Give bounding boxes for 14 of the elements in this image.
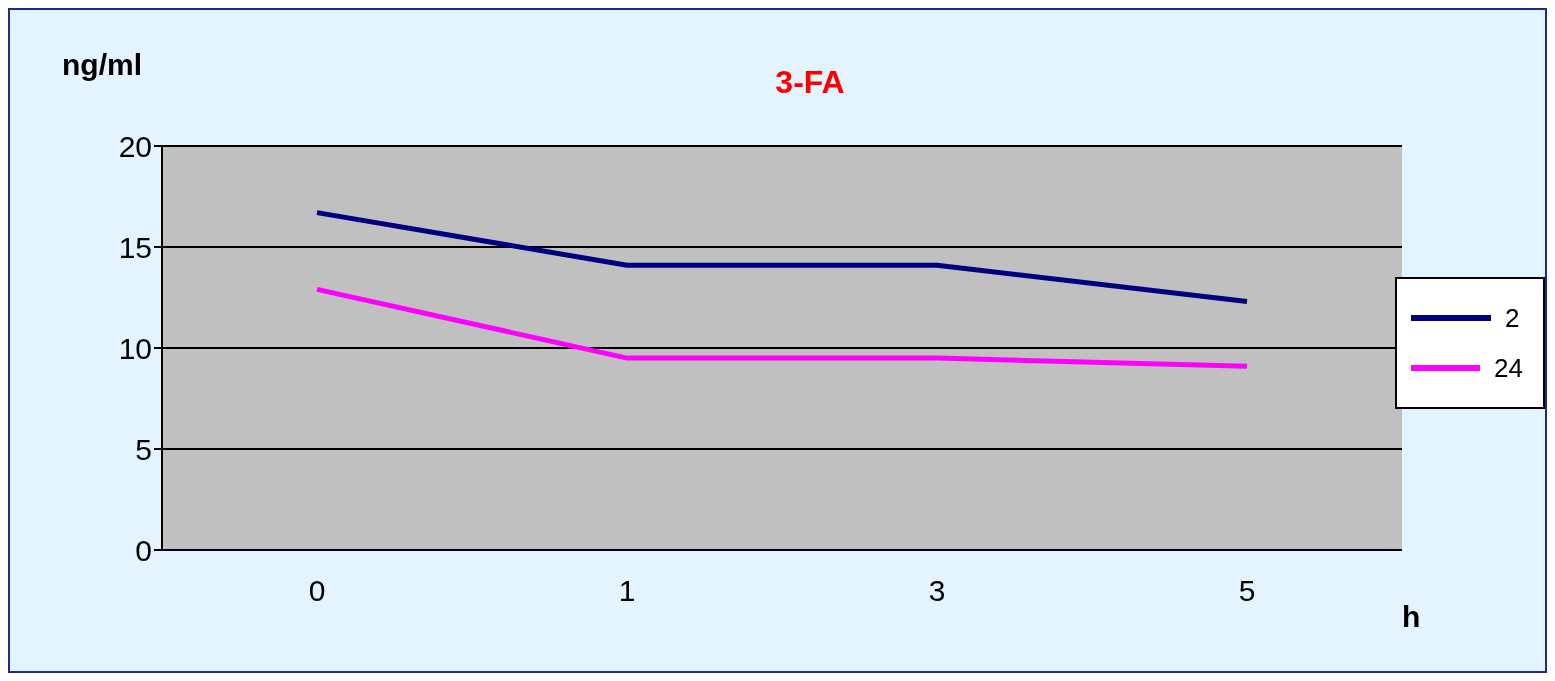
x-tick-label: 0	[308, 574, 326, 608]
x-tick-label: 1	[618, 574, 636, 608]
y-tick-label: 5	[135, 432, 152, 466]
legend-label: 24	[1494, 352, 1523, 384]
x-axis-title: h	[1402, 600, 1421, 634]
x-tick-label: 5	[1238, 574, 1256, 608]
y-axis-title: ng/ml	[62, 48, 142, 82]
y-tick-label: 10	[118, 331, 152, 365]
y-tick-label: 0	[135, 533, 152, 567]
y-tick-label: 20	[118, 129, 152, 163]
chart-title: 3-FA	[774, 64, 846, 101]
legend-label: 2	[1505, 302, 1520, 334]
x-tick-label: 3	[928, 574, 946, 608]
y-tick-label: 15	[118, 230, 152, 264]
